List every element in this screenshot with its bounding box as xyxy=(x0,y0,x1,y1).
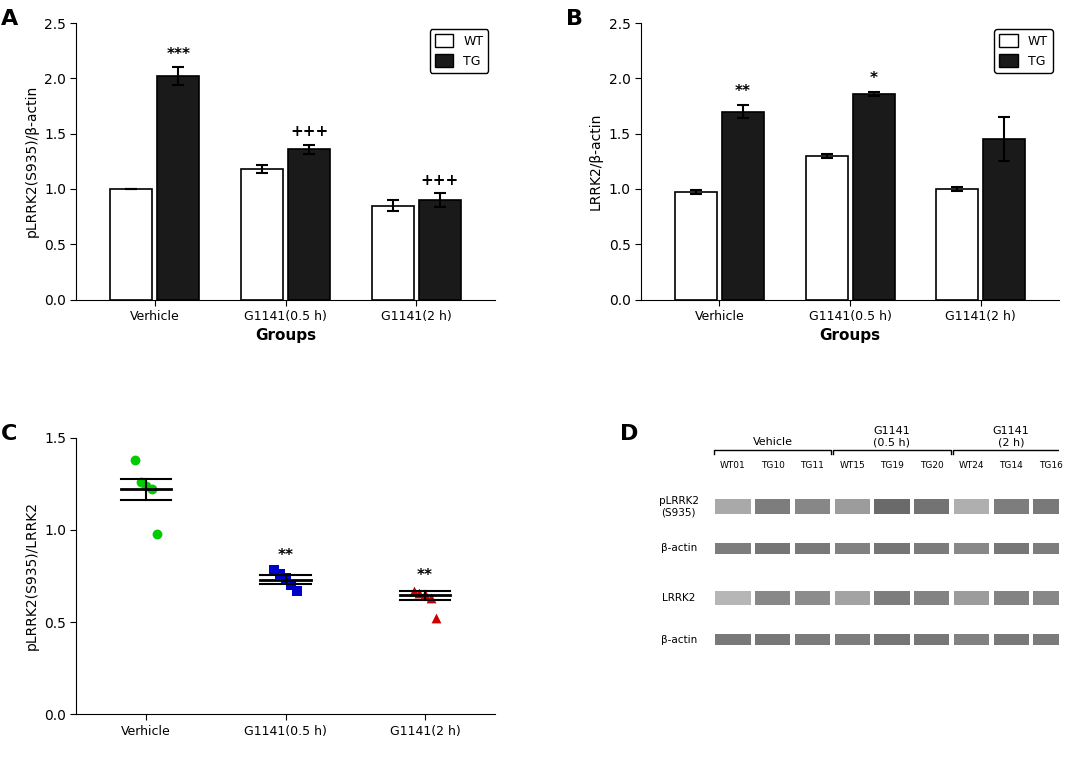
Text: +++: +++ xyxy=(290,124,329,139)
FancyBboxPatch shape xyxy=(875,634,910,645)
Point xyxy=(127,454,144,466)
Text: LRRK2: LRRK2 xyxy=(662,593,696,603)
Text: G1141
(2 h): G1141 (2 h) xyxy=(993,425,1030,448)
FancyBboxPatch shape xyxy=(994,591,1029,605)
FancyBboxPatch shape xyxy=(834,542,870,554)
Text: TG10: TG10 xyxy=(761,462,785,470)
Point xyxy=(288,584,306,597)
FancyBboxPatch shape xyxy=(834,499,870,515)
Y-axis label: LRRK2/β-actin: LRRK2/β-actin xyxy=(589,113,603,210)
Text: B: B xyxy=(566,9,583,29)
Text: ***: *** xyxy=(166,47,190,61)
Text: β-actin: β-actin xyxy=(661,634,697,644)
Point xyxy=(416,588,434,601)
Legend: WT, TG: WT, TG xyxy=(429,29,488,73)
Bar xyxy=(984,139,1025,300)
FancyBboxPatch shape xyxy=(914,542,949,554)
Point xyxy=(422,592,439,604)
FancyBboxPatch shape xyxy=(953,542,989,554)
Legend: WT, TG: WT, TG xyxy=(994,29,1053,73)
Point xyxy=(143,483,161,495)
FancyBboxPatch shape xyxy=(1033,542,1068,554)
Text: **: ** xyxy=(417,568,432,584)
Text: TG20: TG20 xyxy=(919,462,943,470)
Point xyxy=(149,528,166,540)
Bar xyxy=(288,149,330,300)
Text: Vehicle: Vehicle xyxy=(752,438,793,448)
Text: D: D xyxy=(620,424,639,444)
FancyBboxPatch shape xyxy=(875,499,910,515)
FancyBboxPatch shape xyxy=(756,634,791,645)
Text: C: C xyxy=(1,424,17,444)
FancyBboxPatch shape xyxy=(1033,634,1068,645)
FancyBboxPatch shape xyxy=(1033,499,1068,515)
Text: WT15: WT15 xyxy=(840,462,865,470)
Point xyxy=(411,587,428,599)
Point xyxy=(132,476,150,488)
FancyBboxPatch shape xyxy=(994,634,1029,645)
Y-axis label: pLRRK2(S935)/β-actin: pLRRK2(S935)/β-actin xyxy=(24,85,38,237)
Point xyxy=(138,479,155,492)
Point xyxy=(271,568,288,581)
X-axis label: Groups: Groups xyxy=(256,329,316,343)
FancyBboxPatch shape xyxy=(715,634,750,645)
FancyBboxPatch shape xyxy=(953,591,989,605)
FancyBboxPatch shape xyxy=(994,542,1029,554)
Text: TG14: TG14 xyxy=(999,462,1023,470)
FancyBboxPatch shape xyxy=(1033,591,1068,605)
Bar xyxy=(110,189,152,300)
Text: β-actin: β-actin xyxy=(661,543,697,554)
Text: WT24: WT24 xyxy=(959,462,984,470)
Point xyxy=(265,564,283,577)
FancyBboxPatch shape xyxy=(756,499,791,515)
Point xyxy=(405,584,423,597)
Text: **: ** xyxy=(735,84,751,99)
Text: **: ** xyxy=(277,548,294,563)
Bar xyxy=(937,189,978,300)
FancyBboxPatch shape xyxy=(795,542,830,554)
Point xyxy=(276,571,294,584)
FancyBboxPatch shape xyxy=(875,542,910,554)
FancyBboxPatch shape xyxy=(994,499,1029,515)
Point xyxy=(283,579,300,591)
Bar xyxy=(157,76,199,300)
X-axis label: Groups: Groups xyxy=(820,329,880,343)
FancyBboxPatch shape xyxy=(795,634,830,645)
Bar xyxy=(241,169,283,300)
FancyBboxPatch shape xyxy=(875,591,910,605)
Text: +++: +++ xyxy=(420,173,459,188)
Bar xyxy=(675,192,716,300)
Text: TG11: TG11 xyxy=(800,462,824,470)
Point xyxy=(427,612,444,624)
Text: WT01: WT01 xyxy=(720,462,746,470)
FancyBboxPatch shape xyxy=(834,591,870,605)
Y-axis label: pLRRK2(S935)/LRRK2: pLRRK2(S935)/LRRK2 xyxy=(24,502,38,650)
Bar xyxy=(722,111,764,300)
FancyBboxPatch shape xyxy=(756,542,791,554)
FancyBboxPatch shape xyxy=(914,591,949,605)
Bar xyxy=(419,200,461,300)
FancyBboxPatch shape xyxy=(795,499,830,515)
Bar xyxy=(371,206,414,300)
Text: *: * xyxy=(869,71,878,86)
Bar xyxy=(806,156,847,300)
FancyBboxPatch shape xyxy=(715,499,750,515)
FancyBboxPatch shape xyxy=(953,499,989,515)
Bar xyxy=(853,94,894,300)
FancyBboxPatch shape xyxy=(914,634,949,645)
FancyBboxPatch shape xyxy=(834,634,870,645)
Text: G1141
(0.5 h): G1141 (0.5 h) xyxy=(874,425,911,448)
FancyBboxPatch shape xyxy=(914,499,949,515)
FancyBboxPatch shape xyxy=(715,542,750,554)
FancyBboxPatch shape xyxy=(795,591,830,605)
Text: TG19: TG19 xyxy=(880,462,904,470)
Text: TG16: TG16 xyxy=(1038,462,1063,470)
FancyBboxPatch shape xyxy=(953,634,989,645)
FancyBboxPatch shape xyxy=(756,591,791,605)
Text: pLRRK2
(S935): pLRRK2 (S935) xyxy=(658,496,699,518)
FancyBboxPatch shape xyxy=(715,591,750,605)
Text: A: A xyxy=(1,9,19,29)
